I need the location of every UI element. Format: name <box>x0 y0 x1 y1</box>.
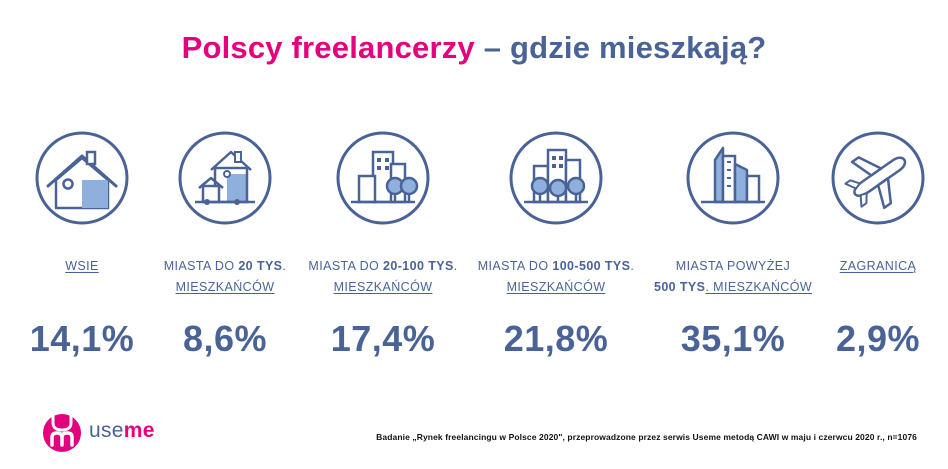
useme-logo: useme <box>40 408 155 454</box>
city-icon <box>509 131 603 225</box>
skyscrapers-icon <box>686 131 780 225</box>
category-label: WSIE <box>65 259 99 273</box>
useme-logo-text: useme <box>89 419 155 442</box>
category-cities-over-500k: MIASTA POWYŻEJ 500 TYS. MIESZKAŃCÓW 35,1… <box>652 130 814 359</box>
town-icon <box>336 131 430 225</box>
category-label: MIASTA DO 100-500 TYS. MIESZKAŃCÓW <box>477 259 635 294</box>
category-value: 2,9% <box>835 318 921 359</box>
source-footnote: Badanie „Rynek freelancingu w Polsce 202… <box>376 432 917 442</box>
useme-logo-icon <box>43 413 81 452</box>
category-value: 21,8% <box>503 318 609 359</box>
category-value: 35,1% <box>680 318 786 359</box>
category-abroad: ZAGRANICĄ 2,9% <box>822 130 934 359</box>
category-value: 14,1% <box>29 318 135 359</box>
category-label: MIASTA POWYŻEJ 500 TYS. MIESZKAŃCÓW <box>653 259 813 294</box>
title-part-2: – gdzie mieszkają? <box>483 30 767 65</box>
category-label: MIASTA DO 20 TYS. MIESZKAŃCÓW <box>163 259 287 294</box>
small-town-icon <box>178 131 272 225</box>
page-title: Polscy freelancerzy – gdzie mieszkają? <box>0 30 948 66</box>
category-value: 17,4% <box>330 318 436 359</box>
house-icon <box>35 131 129 225</box>
title-part-1: Polscy freelancerzy <box>181 30 475 65</box>
category-towns-20k: MIASTA DO 20 TYS. MIESZKAŃCÓW 8,6% <box>160 130 290 359</box>
category-label: MIASTA DO 20-100 TYS. MIESZKAŃCÓW <box>308 259 458 294</box>
category-cities-100-500k: MIASTA DO 100-500 TYS. MIESZKAŃCÓW 21,8% <box>476 130 636 359</box>
airplane-icon <box>831 131 925 225</box>
category-label: ZAGRANICĄ <box>839 259 917 273</box>
category-towns-20-100k: MIASTA DO 20-100 TYS. MIESZKAŃCÓW 17,4% <box>303 130 463 359</box>
category-value: 8,6% <box>182 318 268 359</box>
category-villages: WSIE 14,1% <box>27 130 137 359</box>
